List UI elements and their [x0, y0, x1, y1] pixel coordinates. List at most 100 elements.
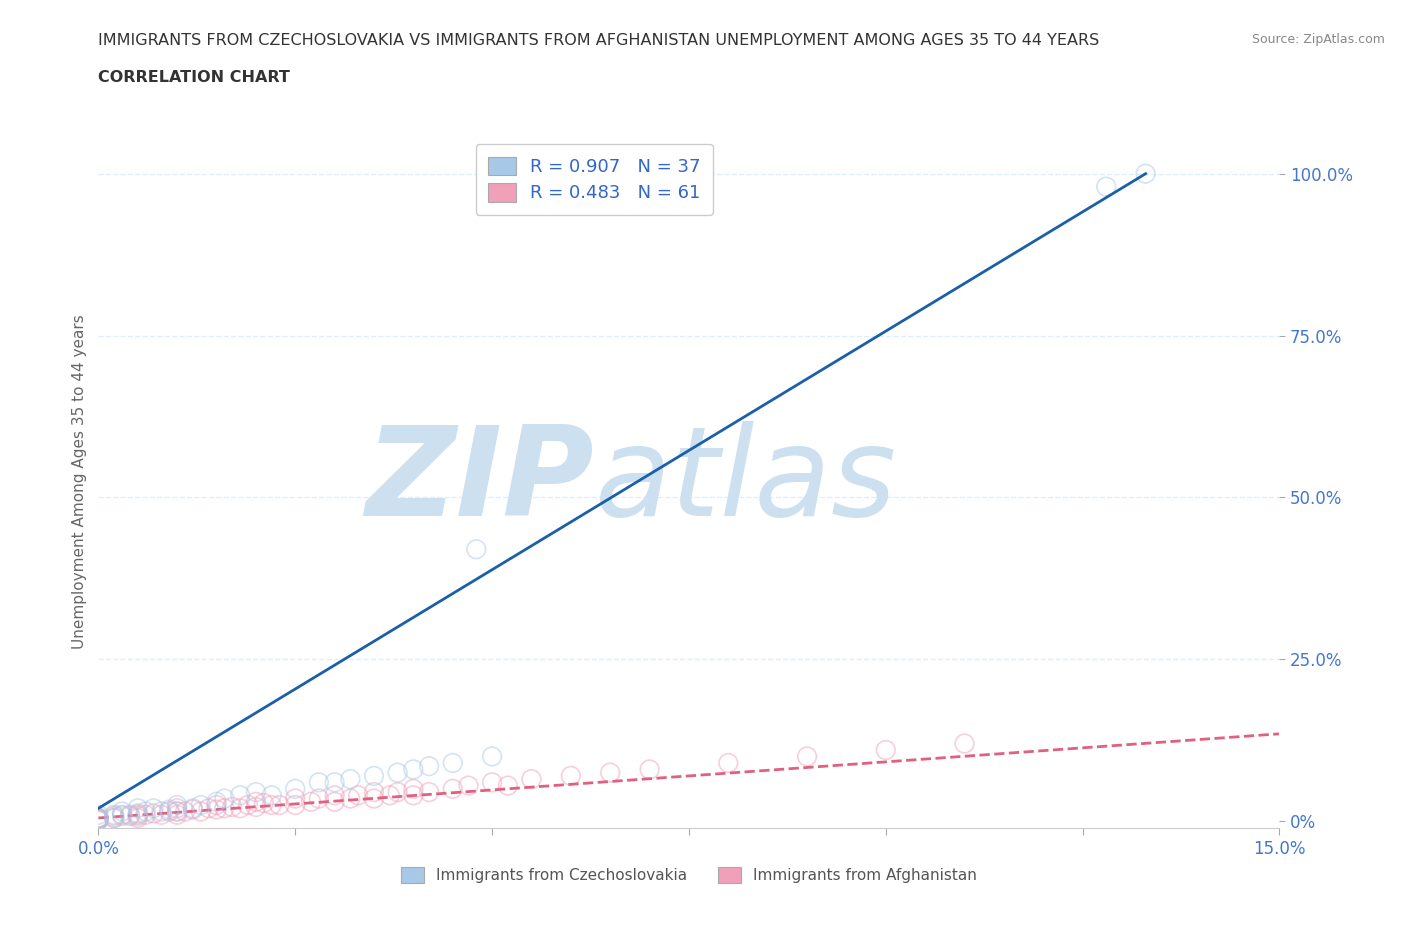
Point — [103, 811, 125, 826]
Point — [229, 801, 252, 816]
Point — [111, 807, 134, 822]
Point — [87, 813, 110, 828]
Point — [142, 806, 165, 821]
Point — [260, 798, 283, 813]
Point — [253, 796, 276, 811]
Point — [111, 808, 134, 823]
Point — [87, 813, 110, 828]
Point — [87, 811, 110, 826]
Point — [418, 759, 440, 774]
Point — [245, 800, 267, 815]
Point — [1135, 166, 1157, 181]
Point — [457, 778, 479, 793]
Point — [323, 788, 346, 803]
Point — [214, 791, 236, 806]
Point — [197, 801, 219, 816]
Point — [481, 749, 503, 764]
Point — [205, 794, 228, 809]
Point — [166, 804, 188, 819]
Point — [481, 775, 503, 790]
Point — [135, 807, 157, 822]
Point — [181, 801, 204, 816]
Point — [157, 803, 180, 817]
Point — [118, 807, 141, 822]
Point — [87, 811, 110, 826]
Point — [441, 781, 464, 796]
Point — [245, 794, 267, 809]
Text: ZIP: ZIP — [366, 420, 595, 542]
Text: Source: ZipAtlas.com: Source: ZipAtlas.com — [1251, 33, 1385, 46]
Point — [87, 811, 110, 826]
Legend: Immigrants from Czechoslovakia, Immigrants from Afghanistan: Immigrants from Czechoslovakia, Immigran… — [395, 861, 983, 889]
Point — [229, 788, 252, 803]
Point — [402, 788, 425, 803]
Point — [103, 811, 125, 826]
Text: IMMIGRANTS FROM CZECHOSLOVAKIA VS IMMIGRANTS FROM AFGHANISTAN UNEMPLOYMENT AMONG: IMMIGRANTS FROM CZECHOSLOVAKIA VS IMMIGR… — [98, 33, 1099, 47]
Point — [127, 811, 149, 826]
Point — [157, 804, 180, 819]
Point — [260, 788, 283, 803]
Point — [465, 542, 488, 557]
Point — [560, 768, 582, 783]
Point — [323, 775, 346, 790]
Point — [150, 807, 173, 822]
Point — [127, 808, 149, 823]
Point — [284, 791, 307, 806]
Point — [103, 807, 125, 822]
Point — [190, 798, 212, 813]
Point — [796, 749, 818, 764]
Point — [236, 798, 259, 813]
Y-axis label: Unemployment Among Ages 35 to 44 years: Unemployment Among Ages 35 to 44 years — [72, 314, 87, 648]
Point — [387, 765, 409, 780]
Point — [205, 798, 228, 813]
Point — [174, 804, 197, 819]
Point — [166, 804, 188, 819]
Point — [150, 804, 173, 819]
Point — [308, 775, 330, 790]
Point — [221, 800, 243, 815]
Point — [323, 794, 346, 809]
Point — [245, 785, 267, 800]
Point — [269, 798, 291, 813]
Point — [875, 742, 897, 757]
Point — [111, 804, 134, 819]
Point — [299, 794, 322, 809]
Point — [87, 813, 110, 828]
Point — [402, 781, 425, 796]
Point — [103, 808, 125, 823]
Point — [284, 781, 307, 796]
Point — [214, 801, 236, 816]
Point — [166, 798, 188, 813]
Point — [418, 785, 440, 800]
Point — [339, 791, 361, 806]
Point — [135, 804, 157, 819]
Point — [127, 806, 149, 821]
Point — [166, 801, 188, 816]
Point — [87, 812, 110, 827]
Point — [363, 768, 385, 783]
Point — [378, 788, 401, 803]
Point — [142, 801, 165, 816]
Point — [717, 755, 740, 770]
Point — [520, 772, 543, 787]
Point — [127, 807, 149, 822]
Point — [363, 785, 385, 800]
Point — [402, 762, 425, 777]
Point — [190, 804, 212, 819]
Point — [599, 765, 621, 780]
Point — [181, 803, 204, 817]
Point — [87, 811, 110, 826]
Point — [205, 803, 228, 817]
Point — [308, 791, 330, 806]
Point — [118, 808, 141, 823]
Point — [347, 788, 370, 803]
Point — [638, 762, 661, 777]
Point — [166, 807, 188, 822]
Point — [496, 778, 519, 793]
Text: CORRELATION CHART: CORRELATION CHART — [98, 70, 290, 85]
Point — [87, 807, 110, 822]
Point — [363, 791, 385, 806]
Text: atlas: atlas — [595, 420, 897, 542]
Point — [441, 755, 464, 770]
Point — [339, 772, 361, 787]
